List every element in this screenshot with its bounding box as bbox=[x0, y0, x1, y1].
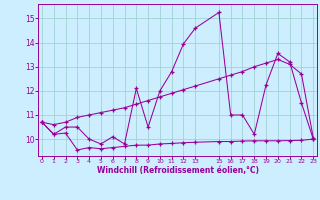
X-axis label: Windchill (Refroidissement éolien,°C): Windchill (Refroidissement éolien,°C) bbox=[97, 166, 259, 175]
